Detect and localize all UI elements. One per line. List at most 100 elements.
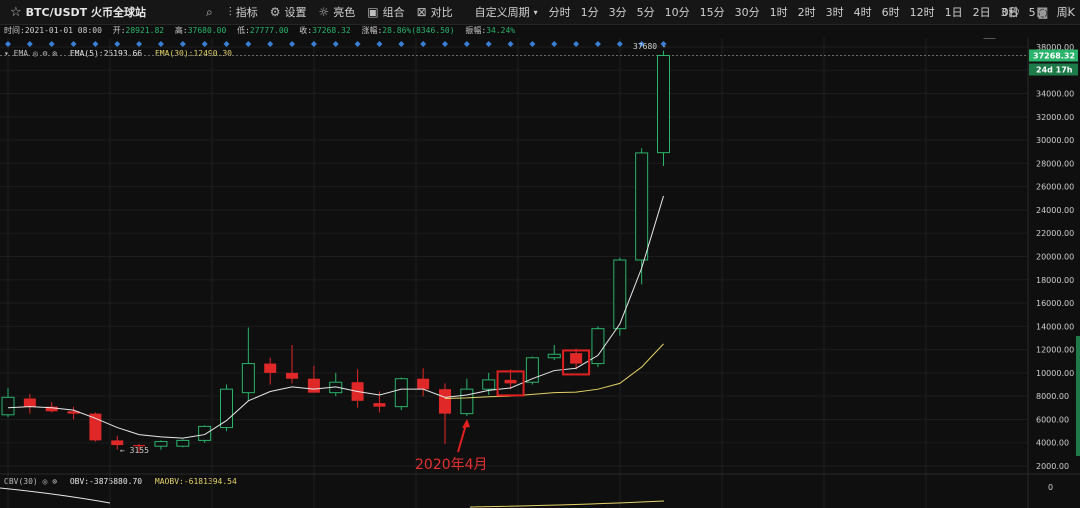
- indicator-button[interactable]: ⫶ 指标: [223, 4, 264, 20]
- candle-body[interactable]: [23, 398, 36, 407]
- event-marker-icon[interactable]: [201, 41, 208, 47]
- event-marker-icon[interactable]: [376, 41, 383, 47]
- candle-body[interactable]: [264, 363, 277, 373]
- close-icon[interactable]: ⊗: [47, 477, 58, 486]
- tab-period-17[interactable]: 周K: [1056, 6, 1075, 19]
- close-icon[interactable]: ⊗: [47, 49, 58, 58]
- eye-icon[interactable]: ◎: [42, 477, 48, 486]
- eye-icon[interactable]: ◎: [32, 49, 38, 58]
- tab-period-9[interactable]: 3时: [825, 6, 844, 19]
- candle-body[interactable]: [67, 411, 80, 414]
- event-marker-icon[interactable]: [289, 41, 296, 47]
- tab-period-11[interactable]: 6时: [881, 6, 900, 19]
- tab-period-16[interactable]: 5日: [1028, 6, 1047, 19]
- event-marker-icon[interactable]: [92, 41, 99, 47]
- event-marker-icon[interactable]: [5, 41, 11, 47]
- event-marker-icon[interactable]: [529, 41, 536, 47]
- ema5-value: EMA(5):25193.66: [69, 49, 143, 58]
- event-marker-icon[interactable]: [70, 41, 77, 47]
- candle-body[interactable]: [176, 439, 190, 447]
- candle-body[interactable]: [657, 55, 670, 154]
- event-marker-icon[interactable]: [638, 41, 645, 47]
- candle-body[interactable]: [482, 379, 496, 390]
- collapse-icon[interactable]: ▾: [4, 49, 14, 58]
- event-marker-icon[interactable]: [157, 41, 164, 47]
- gear-icon[interactable]: ⚙: [37, 49, 48, 58]
- candle-body[interactable]: [439, 389, 451, 414]
- candle-body[interactable]: [547, 353, 561, 359]
- tab-period-15[interactable]: 3日: [1000, 6, 1019, 19]
- price-tick-label: 18000.00: [1036, 276, 1074, 285]
- tab-period-10[interactable]: 4时: [853, 6, 872, 19]
- event-marker-icon[interactable]: [420, 41, 427, 47]
- candle-body[interactable]: [286, 372, 299, 379]
- tab-period-1[interactable]: 1分: [580, 6, 599, 19]
- sun-icon: ☼: [318, 5, 330, 19]
- candle-body[interactable]: [111, 440, 124, 446]
- event-marker-icon[interactable]: [136, 41, 143, 47]
- settings-label: 设置: [284, 6, 307, 19]
- event-marker-icon[interactable]: [485, 41, 492, 47]
- candle-body[interactable]: [373, 403, 386, 407]
- event-marker-icon[interactable]: [463, 41, 470, 47]
- tab-period-12[interactable]: 12时: [909, 6, 935, 19]
- event-marker-icon[interactable]: [616, 41, 623, 47]
- camera-icon[interactable]: ◙: [1037, 5, 1049, 19]
- event-marker-icon[interactable]: [398, 41, 405, 47]
- fullscreen-icon[interactable]: ⛶: [1062, 5, 1070, 18]
- tab-period-6[interactable]: 30分: [734, 6, 760, 19]
- star-icon[interactable]: ☆: [10, 4, 22, 20]
- candle-body[interactable]: [45, 406, 58, 412]
- event-marker-icon[interactable]: [48, 41, 55, 47]
- candle-body[interactable]: [570, 353, 583, 364]
- symbol-selector[interactable]: ☆ BTC/USDT 火币全球站: [0, 4, 154, 20]
- candle-body[interactable]: [460, 388, 474, 415]
- tab-period-14[interactable]: 2日: [972, 6, 991, 19]
- event-marker-icon[interactable]: [332, 41, 339, 47]
- event-marker-icon[interactable]: [551, 41, 558, 47]
- event-marker-icon[interactable]: [245, 41, 252, 47]
- candle-body[interactable]: [133, 445, 146, 447]
- tab-period-5[interactable]: 15分: [699, 6, 725, 19]
- event-marker-icon[interactable]: [26, 41, 33, 47]
- candle-body[interactable]: [417, 378, 430, 390]
- candle-body[interactable]: [154, 441, 168, 447]
- event-marker-icon[interactable]: [310, 41, 317, 47]
- compare-button[interactable]: ⊠ 对比: [411, 4, 459, 20]
- candle-body[interactable]: [1, 396, 15, 416]
- event-marker-icon[interactable]: [114, 41, 121, 47]
- tab-period-3[interactable]: 5分: [636, 6, 655, 19]
- event-marker-icon[interactable]: [594, 41, 601, 47]
- candle-body[interactable]: [525, 357, 539, 383]
- candle-body[interactable]: [394, 378, 408, 408]
- candle-body[interactable]: [613, 259, 627, 330]
- candle-body[interactable]: [89, 413, 102, 441]
- tab-period-8[interactable]: 2时: [797, 6, 816, 19]
- combine-button[interactable]: ▣ 组合: [361, 4, 410, 20]
- candle-body[interactable]: [241, 363, 255, 394]
- tab-period-7[interactable]: 1时: [769, 6, 788, 19]
- event-marker-icon[interactable]: [223, 41, 230, 47]
- side-panel-tab[interactable]: [1076, 336, 1080, 456]
- candle-body[interactable]: [504, 379, 517, 384]
- event-marker-icon[interactable]: [660, 41, 667, 47]
- candle-body[interactable]: [220, 388, 233, 429]
- tab-period-0[interactable]: 分时: [548, 6, 571, 19]
- settings-button[interactable]: ⚙ 设置: [264, 4, 313, 20]
- candle-body[interactable]: [307, 378, 320, 393]
- event-marker-icon[interactable]: [179, 41, 186, 47]
- tab-period-2[interactable]: 3分: [608, 6, 627, 19]
- event-marker-icon[interactable]: [354, 41, 361, 47]
- custom-period-dropdown[interactable]: 自定义周期 ▾: [469, 4, 544, 20]
- event-marker-icon[interactable]: [573, 41, 580, 47]
- event-marker-icon[interactable]: [267, 41, 274, 47]
- tab-period-4[interactable]: 10分: [664, 6, 690, 19]
- theme-button[interactable]: ☼ 亮色: [312, 4, 361, 20]
- candle-body[interactable]: [198, 425, 212, 441]
- search-icon[interactable]: ⌕: [205, 4, 213, 19]
- tab-period-13[interactable]: 1日: [944, 6, 963, 19]
- candle-body[interactable]: [635, 152, 649, 261]
- event-marker-icon[interactable]: [507, 41, 514, 47]
- event-marker-icon[interactable]: [442, 41, 448, 47]
